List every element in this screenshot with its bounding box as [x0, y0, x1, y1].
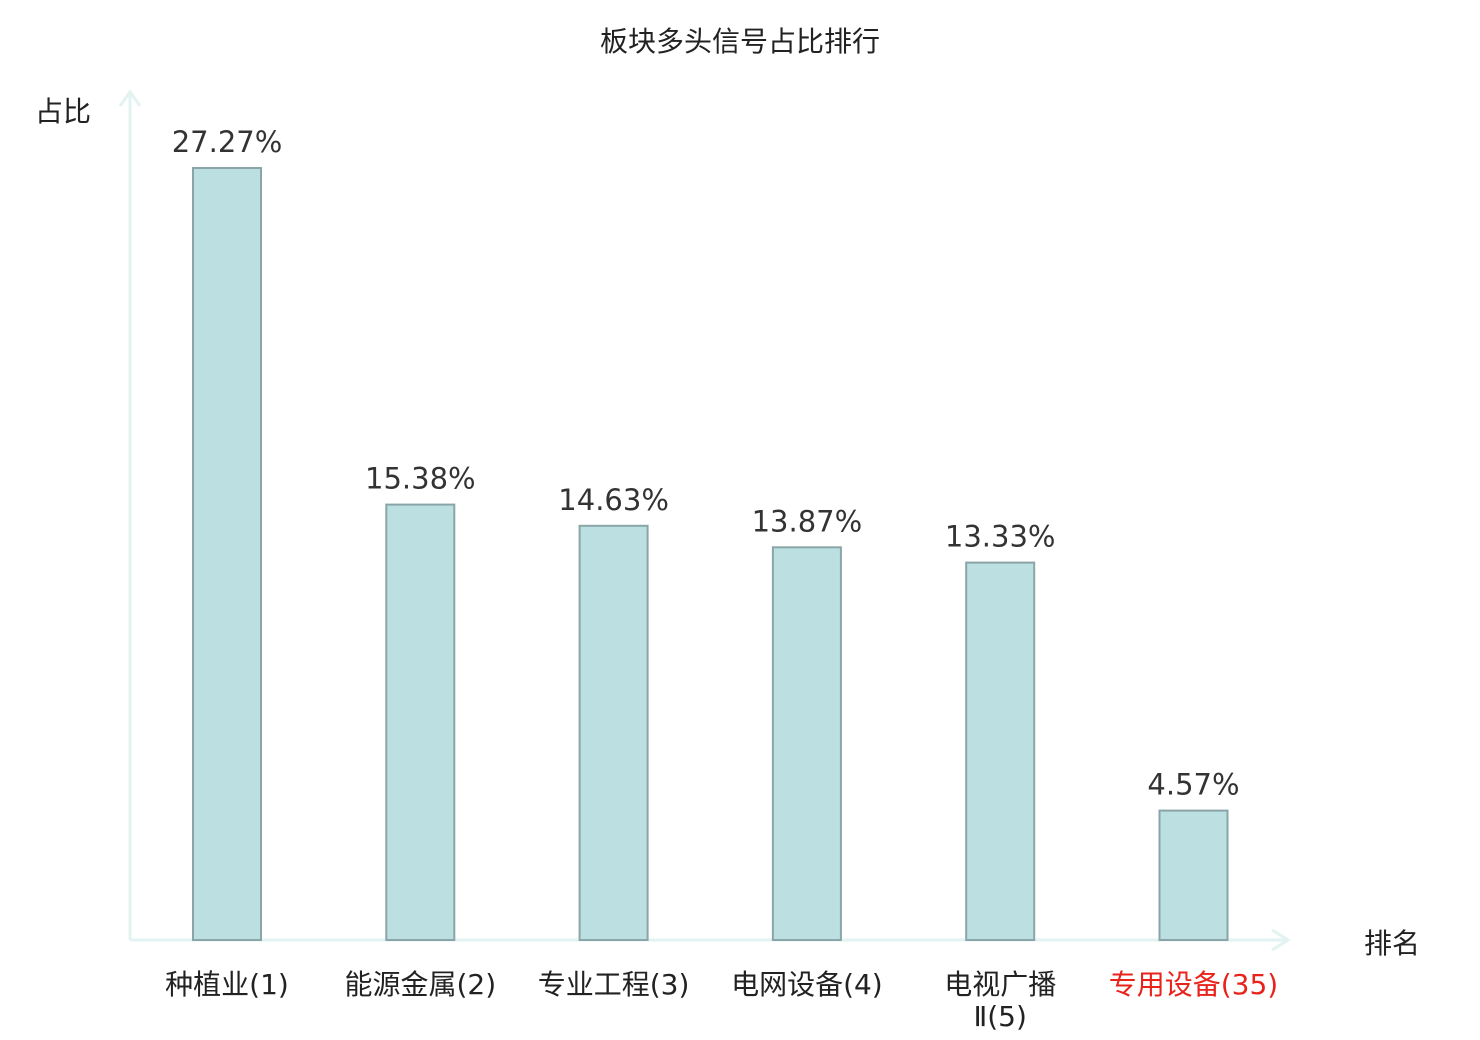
y-axis — [118, 89, 142, 940]
x-tick-label: 专用设备(35) — [1109, 968, 1278, 1001]
chart-title: 板块多头信号占比排行 — [600, 25, 880, 58]
value-label: 14.63% — [558, 483, 669, 517]
x-tick-label: 能源金属(2) — [344, 968, 496, 1001]
value-label: 27.27% — [172, 125, 283, 159]
value-label: 4.57% — [1147, 768, 1239, 802]
x-axis — [130, 928, 1291, 952]
x-tick-label: Ⅱ(5) — [973, 1000, 1026, 1033]
value-labels: 27.27% 15.38% 14.63% 13.87% 13.33% 4.57% — [172, 125, 1240, 802]
value-label: 13.33% — [945, 520, 1056, 554]
y-axis-label: 占比 — [35, 95, 91, 128]
bar — [771, 546, 842, 941]
x-tick-label: 专业工程(3) — [538, 968, 690, 1001]
value-label: 13.87% — [752, 504, 863, 538]
bar — [965, 561, 1036, 941]
x-tick-label: 电网设备(4) — [731, 968, 883, 1001]
bar-series — [192, 167, 1229, 941]
value-label: 15.38% — [365, 462, 476, 496]
x-axis-label: 排名 — [1364, 927, 1420, 960]
bar — [578, 524, 649, 941]
x-tick-label: 种植业(1) — [165, 968, 289, 1001]
x-tick-label: 电视广播 — [944, 968, 1056, 1001]
bar — [385, 503, 456, 941]
bar — [1158, 809, 1229, 941]
bar — [192, 167, 262, 941]
